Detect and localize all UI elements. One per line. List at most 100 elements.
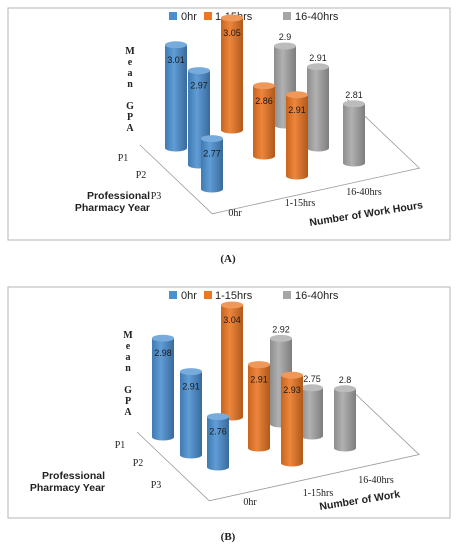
bar-body <box>152 338 174 441</box>
bar-cylinder: 2.77 <box>201 135 223 193</box>
y-axis-letter: M <box>123 330 133 341</box>
z-tick-label: P2 <box>136 170 147 181</box>
bar-body <box>301 387 323 440</box>
x-tick-label: 16-40hrs <box>346 187 382 198</box>
y-axis-letter: n <box>125 363 131 374</box>
bar-body <box>165 44 187 152</box>
data-label: 2.76 <box>209 427 227 437</box>
bar-body <box>207 416 229 471</box>
y-axis-letter: e <box>126 341 131 352</box>
panel-label: (B) <box>221 531 236 543</box>
y-axis-letter: a <box>128 68 133 79</box>
bar-cylinder: 2.76 <box>207 413 229 471</box>
bar-top <box>286 91 308 99</box>
bar-cylinder: 2.81 <box>343 90 365 167</box>
bar-body <box>286 94 308 180</box>
bar-body <box>281 375 303 467</box>
bar-top <box>343 100 365 108</box>
bar-top <box>253 82 275 90</box>
y-axis-letter: G <box>126 101 134 112</box>
y-axis-letter: A <box>126 123 134 134</box>
data-label: 2.91 <box>309 53 327 63</box>
bar-top <box>281 371 303 379</box>
bar-cylinder: 2.98 <box>152 334 174 441</box>
bar-top <box>201 135 223 143</box>
panel-frame <box>7 7 451 241</box>
z-tick-label: P3 <box>151 480 162 491</box>
legend-label: 0hr <box>181 290 197 302</box>
data-label: 2.86 <box>255 96 273 106</box>
data-label: 2.8 <box>339 375 352 385</box>
data-label: 2.98 <box>154 348 172 358</box>
x-tick-label: 16-40hrs <box>358 475 394 486</box>
data-label: 2.9 <box>279 32 292 42</box>
bar-body <box>343 103 365 167</box>
data-label: 3.04 <box>223 315 241 325</box>
bar-cylinder: 2.8 <box>334 375 356 452</box>
legend-label: 1-15hrs <box>215 290 253 302</box>
bar-body <box>201 138 223 193</box>
bar-cylinder: 2.91 <box>248 361 270 452</box>
x-tick-label: 0hr <box>243 497 257 508</box>
bar-cylinder: 3.04 <box>221 301 243 421</box>
bar-body <box>334 388 356 452</box>
legend-swatch-0hr <box>169 291 177 299</box>
legend-swatch-1-15hrs <box>204 291 212 299</box>
legend-swatch-1-15hrs <box>204 12 212 20</box>
z-axis-label: Pharmacy Year <box>30 482 105 494</box>
chart-floor <box>136 385 420 502</box>
x-tick-label: 0hr <box>228 208 242 219</box>
bar-top <box>165 41 187 49</box>
bar-top <box>307 63 329 71</box>
z-axis-label: Pharmacy Year <box>75 202 150 214</box>
x-tick-label: 1-15hrs <box>285 198 316 209</box>
y-axis-letter: e <box>128 57 133 68</box>
x-tick-label: 1-15hrs <box>303 488 334 499</box>
bar-top <box>207 413 229 421</box>
legend-label: 16-40hrs <box>295 290 339 302</box>
x-axis-label: Number of Work Hours <box>309 199 424 229</box>
legend-label: 16-40hrs <box>295 11 339 23</box>
bar-top <box>221 301 243 309</box>
data-label: 2.91 <box>250 375 268 385</box>
data-label: 2.97 <box>190 81 208 91</box>
data-label: 2.91 <box>182 382 200 392</box>
y-axis-letter: A <box>124 407 132 418</box>
bar-body <box>248 364 270 452</box>
bar-cylinder: 2.75 <box>301 374 323 440</box>
y-axis-letter: a <box>126 352 131 363</box>
y-axis-letter: G <box>124 385 132 396</box>
bar-cylinder: 2.93 <box>281 371 303 467</box>
data-label: 2.93 <box>283 385 301 395</box>
chart-floor <box>139 99 421 215</box>
bar-cylinder: 3.01 <box>165 41 187 152</box>
bar-cylinder: 2.91 <box>180 368 202 459</box>
bar-cylinder: 3.05 <box>221 14 243 134</box>
data-label: 3.01 <box>167 55 185 65</box>
bar-top <box>152 334 174 342</box>
bar-top <box>188 67 210 75</box>
bar-top <box>248 361 270 369</box>
legend-swatch-16-40hrs <box>283 291 291 299</box>
bar-cylinder: 2.91 <box>286 91 308 180</box>
bar-top <box>180 368 202 376</box>
data-label: 2.75 <box>303 374 321 384</box>
bar-body <box>221 305 243 421</box>
z-axis-label: Professional <box>42 470 105 482</box>
legend-swatch-0hr <box>169 12 177 20</box>
data-label: 2.77 <box>203 149 221 159</box>
bar-cylinder: 2.86 <box>253 82 275 160</box>
panel-frame <box>7 286 451 519</box>
legend-swatch-16-40hrs <box>283 12 291 20</box>
y-axis-letter: P <box>127 112 133 123</box>
bar-top <box>274 42 296 50</box>
bar-cylinder: 2.91 <box>307 53 329 152</box>
panel-label: (A) <box>220 253 236 265</box>
z-tick-label: P2 <box>133 458 144 469</box>
bar-body <box>221 18 243 134</box>
bar-body <box>253 85 275 160</box>
bar-top <box>221 14 243 22</box>
z-tick-label: P3 <box>151 191 162 202</box>
